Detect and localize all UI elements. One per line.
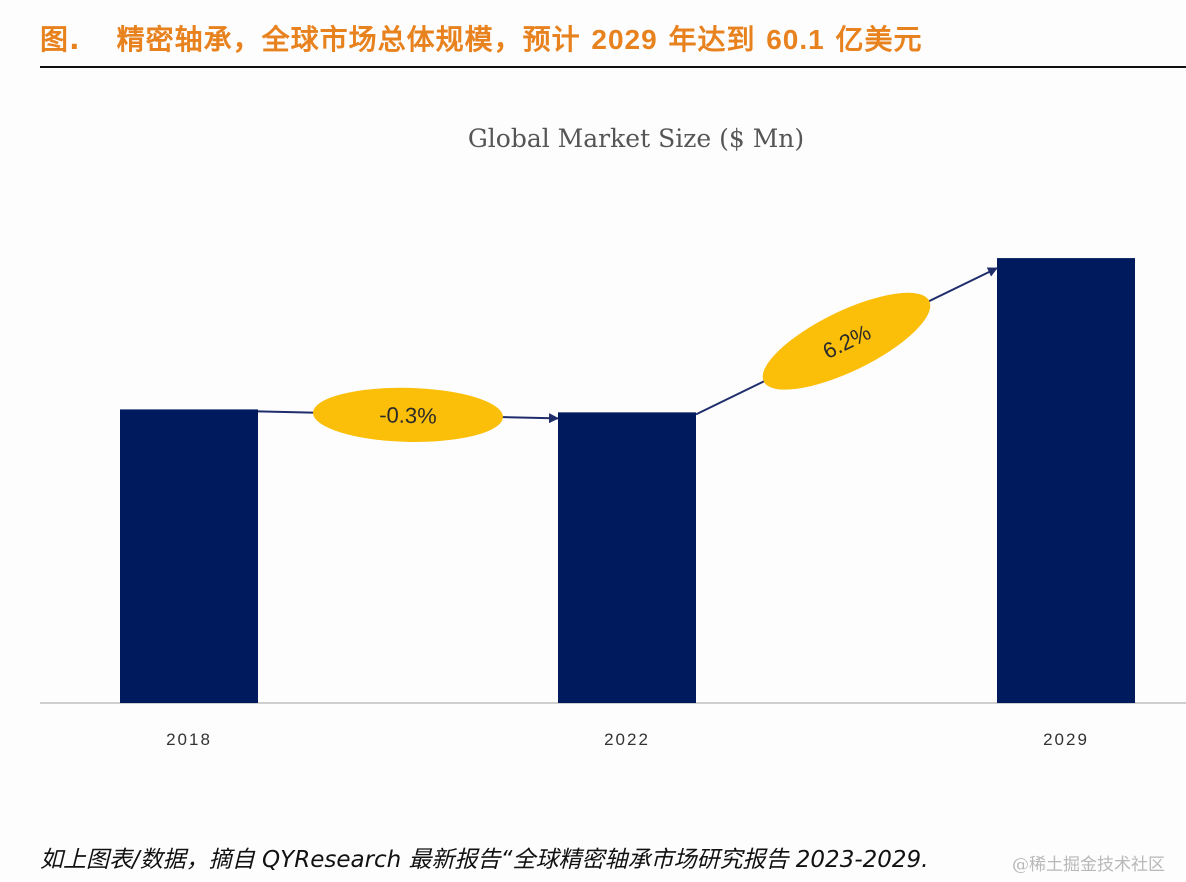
x-tick-label-2018: 2018 <box>166 730 212 749</box>
title-divider <box>40 66 1186 68</box>
title-text-1: 精密轴承，全球市场总体规模，预计 <box>116 23 581 56</box>
cagr-bubble-2018-2022: -0.3% <box>313 387 503 442</box>
bar-2029 <box>997 258 1135 703</box>
figure-prefix: 图. <box>40 23 81 56</box>
cagr-ellipse <box>313 387 503 442</box>
cagr-label: -0.3% <box>379 402 437 428</box>
chart-title: Global Market Size ($ Mn) <box>468 124 804 153</box>
x-tick-label-2022: 2022 <box>604 730 650 749</box>
title-text-2: 年达到 <box>668 23 756 56</box>
title-text-3: 亿美元 <box>835 23 923 56</box>
figure-title: 图. 精密轴承，全球市场总体规模，预计 2029 年达到 60.1 亿美元 <box>40 18 922 58</box>
bar-chart: Global Market Size ($ Mn) 2018 2022 2029 -0… <box>40 124 1186 749</box>
title-value: 60.1 <box>766 24 825 55</box>
x-tick-label-2029: 2029 <box>1043 730 1089 749</box>
title-year: 2029 <box>591 24 658 55</box>
source-caption: 如上图表/数据，摘自 QYResearch 最新报告“全球精密轴承市场研究报告 … <box>40 847 929 873</box>
watermark: @稀土掘金技术社区 <box>1012 855 1165 875</box>
cagr-bubble-2022-2029: 6.2% <box>762 292 931 390</box>
cagr-ellipse <box>762 292 931 390</box>
bar-2022 <box>558 412 696 703</box>
bar-2018 <box>120 409 258 703</box>
